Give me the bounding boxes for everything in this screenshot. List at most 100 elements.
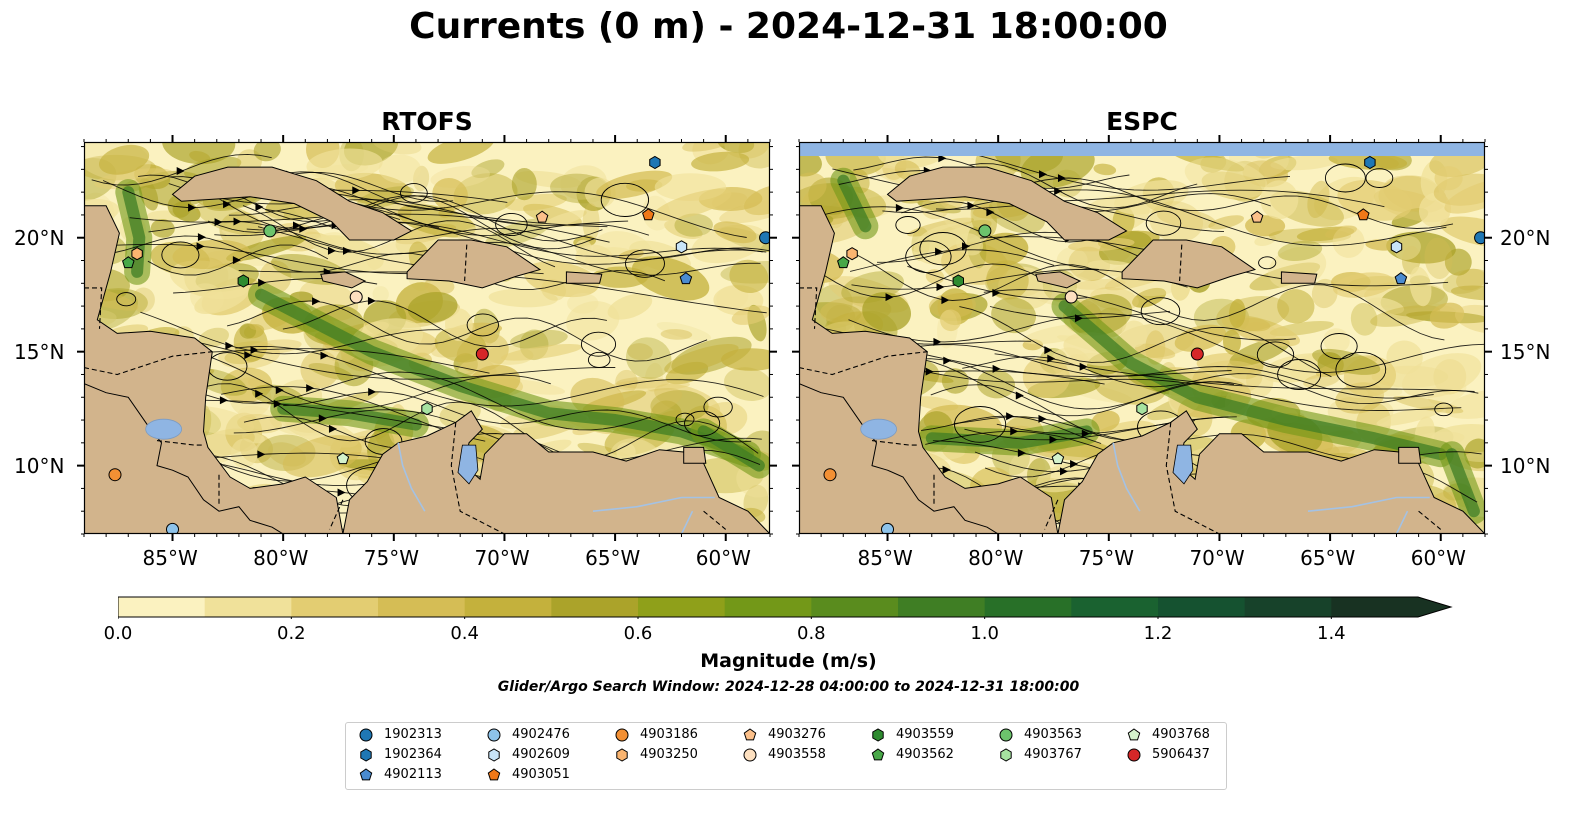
legend-label: 4903558 [768, 747, 826, 762]
speed-patch [471, 159, 505, 179]
float-marker-4903186 [823, 468, 837, 482]
legend-marker-pentagon-icon [1127, 728, 1141, 741]
legend-marker-pentagon-icon [487, 768, 501, 781]
streamline-arrow [986, 208, 995, 217]
colorbar-tick-label: 0.0 [103, 623, 133, 644]
legend-marker-shape [1127, 728, 1141, 741]
speed-patch [1074, 279, 1126, 290]
speed-patch [1246, 364, 1274, 397]
colorbar-segment [118, 597, 206, 617]
land-cuba [171, 166, 413, 241]
speed-patch [488, 288, 558, 308]
float-marker-4902609 [1390, 240, 1403, 254]
legend-label: 4903186 [640, 727, 698, 742]
legend-marker-shape [616, 748, 628, 762]
speed-patch [372, 286, 389, 303]
land-puertorico [565, 271, 603, 284]
speed-patch [729, 259, 769, 294]
eddy-streamline [954, 406, 1007, 443]
colorbar-tick-label: 0.6 [623, 623, 653, 644]
speed-patch [724, 367, 770, 401]
current-jet-core [1445, 448, 1480, 518]
speed-patch [1056, 247, 1088, 276]
land-hispaniola [1121, 239, 1257, 289]
speed-patch [501, 343, 583, 361]
streamline-arrow [273, 399, 282, 408]
speed-patch [1323, 328, 1350, 353]
streamline-arrow [885, 293, 894, 302]
float-marker-4903562 [837, 256, 850, 269]
streamline [226, 300, 708, 362]
float-marker-4903767 [421, 402, 433, 416]
legend-label: 4903562 [896, 747, 954, 762]
speed-patch [1174, 324, 1227, 352]
speed-patch [237, 405, 281, 431]
streamline-arrow [943, 356, 952, 365]
eddy-streamline [1335, 351, 1387, 388]
search-window-text: Glider/Argo Search Window: 2024-12-28 04… [497, 679, 1080, 695]
streamline-arrow [225, 341, 234, 350]
speed-patch [664, 344, 739, 374]
speed-patch [1132, 287, 1167, 308]
figure-title: Currents (0 m) - 2024-12-31 18:00:00 [409, 6, 1168, 47]
colorbar-tick-label: 1.2 [1143, 623, 1173, 644]
speed-patch [1022, 356, 1070, 399]
x-tick-label: 75°W [363, 546, 420, 570]
speed-patch [1156, 207, 1216, 230]
y-tick-label-left: 15°N [14, 339, 65, 364]
speed-patch [738, 142, 770, 169]
country-border [1179, 244, 1183, 282]
legend-label: 4903250 [640, 747, 698, 762]
speed-patch [172, 239, 251, 270]
eddy-streamline [1140, 297, 1181, 326]
legend-marker-shape [743, 728, 757, 741]
float-marker-4902609 [675, 240, 688, 254]
speed-patch [656, 322, 712, 341]
float-marker-4903250 [131, 247, 143, 261]
land-jamaica [1035, 271, 1082, 289]
streamline [810, 206, 1099, 270]
speed-patch [1442, 268, 1485, 294]
x-tick-label: 70°W [474, 546, 530, 570]
lake-nicaragua [145, 418, 183, 440]
speed-patch [1429, 302, 1465, 329]
streamline-arrow [255, 389, 264, 398]
speed-patch [567, 293, 599, 314]
speed-patch [799, 149, 822, 177]
speed-patch [1376, 406, 1445, 426]
colorbar-tick-label: 0.4 [450, 623, 479, 644]
speed-patch [1454, 304, 1485, 334]
speed-patch [1184, 157, 1268, 199]
streamline-arrow [942, 465, 951, 474]
float-marker-4903559 [952, 274, 964, 288]
float-marker-5906437 [1190, 347, 1204, 361]
speed-patch [237, 413, 283, 434]
x-tick-label: 80°W [968, 546, 1024, 570]
colorbar-segment [898, 597, 986, 617]
colorbar-segment [204, 597, 292, 617]
speed-patch [1427, 380, 1467, 405]
streamline-arrow [933, 337, 942, 346]
float-marker-1902313 [759, 231, 770, 245]
speed-patch [1121, 320, 1148, 348]
speed-patch [650, 390, 709, 423]
eddy-streamline [1324, 163, 1366, 193]
streamline-arrow [244, 351, 253, 360]
river [1307, 496, 1430, 512]
streamline [282, 300, 607, 348]
streamline-arrow [925, 367, 934, 376]
eddy-streamline [600, 182, 650, 217]
float-marker-4903051 [642, 208, 655, 221]
legend-marker-hexagon-icon [1000, 748, 1012, 762]
x-tick-label: 85°W [142, 546, 198, 570]
streamline-arrow [232, 256, 241, 265]
legend-marker-shape [488, 748, 500, 762]
streamline-arrow [935, 247, 944, 256]
streamline-arrow [257, 450, 266, 459]
speed-patch [940, 309, 962, 332]
streamline-arrow [188, 203, 197, 212]
streamline [953, 148, 1291, 191]
float-legend: 1902313 1902364 4902113 4902476 4902609 49030… [345, 722, 1227, 790]
streamline-arrow [1060, 467, 1069, 476]
river [397, 442, 426, 512]
